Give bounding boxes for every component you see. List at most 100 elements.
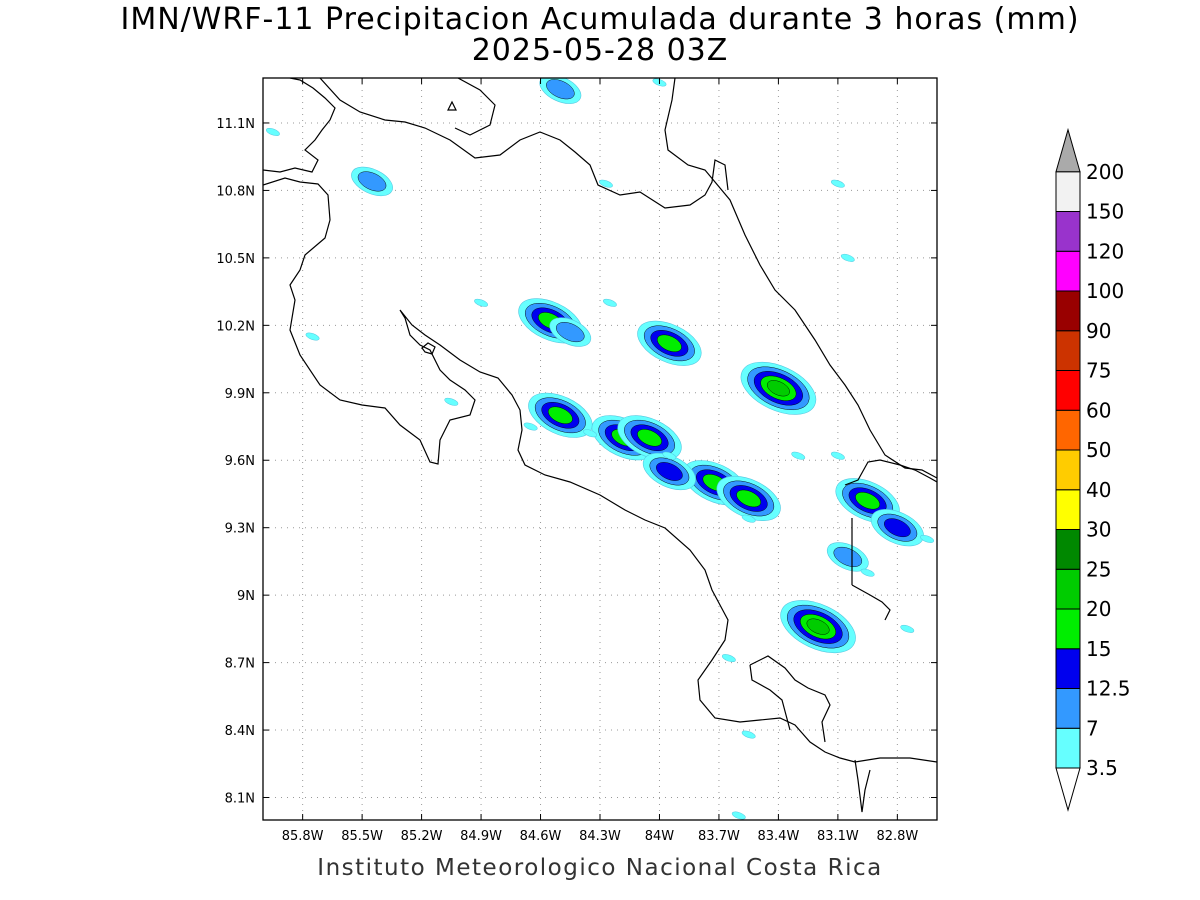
colorbar-box	[1055, 608, 1081, 650]
precip-contour	[736, 489, 762, 508]
lat-tick-label: 9N	[237, 589, 255, 604]
colorbar-label: 25	[1086, 557, 1111, 581]
precip-speck	[603, 298, 617, 307]
lat-tick-label: 8.7N	[225, 657, 255, 672]
precip-contour	[855, 492, 880, 510]
precip-speck	[900, 624, 915, 633]
precip-speck	[474, 298, 488, 307]
colorbar-label: 40	[1086, 478, 1111, 502]
map-title: IMN/WRF-11 Precipitacion Acumulada duran…	[120, 2, 1080, 37]
precip-cell	[351, 166, 393, 197]
lat-tick-label: 10.2N	[216, 319, 255, 334]
colorbar-box	[1055, 568, 1081, 610]
lat-tick-label: 9.9N	[225, 387, 255, 402]
precip-speck	[741, 514, 756, 523]
precip-speck	[860, 568, 875, 577]
precip-speck	[920, 534, 934, 543]
lon-tick-label: 84W	[645, 829, 675, 844]
colorbar-label: 100	[1086, 279, 1124, 303]
precip-contour	[884, 518, 911, 538]
golfo-dulce-coastline	[749, 655, 831, 743]
colorbar-label: 20	[1086, 597, 1111, 621]
osa-peninsula	[749, 664, 791, 731]
precip-cell	[637, 320, 702, 366]
precip-speck	[583, 429, 597, 438]
precip-speck	[305, 332, 320, 341]
precip-cell	[716, 475, 781, 521]
lon-tick-label: 84.6W	[520, 829, 562, 844]
precip-speck	[266, 128, 280, 136]
colorbar-box	[1055, 330, 1081, 371]
precip-speck	[731, 811, 746, 820]
precip-contour	[657, 334, 682, 353]
precip-contour	[556, 322, 585, 343]
lon-tick-label: 85.5W	[341, 829, 383, 844]
lat-tick-label: 9.3N	[225, 522, 255, 537]
precip-cell	[549, 317, 592, 347]
precip-cell	[617, 415, 682, 461]
lat-tick-label: 9.6N	[225, 454, 255, 469]
colorbar-box	[1055, 648, 1081, 689]
colorbar-bottom-cap	[1055, 767, 1081, 812]
precip-contour	[806, 618, 830, 635]
colorbar-top-cap	[1055, 127, 1081, 173]
precip-contour	[637, 429, 662, 447]
colorbar-label: 12.5	[1086, 677, 1131, 701]
precip-contour	[357, 171, 387, 192]
colorbar-label: 150	[1086, 200, 1124, 224]
colorbar-label: 30	[1086, 518, 1111, 542]
colorbar-label: 15	[1086, 637, 1111, 661]
lake-nicaragua-north	[454, 78, 496, 136]
precip-cell	[539, 78, 582, 104]
lon-tick-label: 85.2W	[401, 829, 443, 844]
colorbar-box	[1055, 171, 1081, 212]
precip-contour	[546, 79, 575, 100]
lon-tick-label: 82.8W	[876, 829, 918, 844]
colorbar-box	[1055, 727, 1081, 769]
caribbean-coastline	[664, 78, 937, 479]
precip-speck	[721, 654, 736, 663]
precip-speck	[662, 451, 677, 460]
island-ometepe	[447, 100, 457, 111]
lat-tick-label: 10.8N	[216, 184, 255, 199]
precip-cell	[826, 542, 869, 572]
precip-cell	[528, 392, 593, 438]
lon-tick-label: 85.8W	[282, 829, 324, 844]
island-chira	[421, 342, 436, 355]
precip-speck	[599, 179, 613, 188]
map-gridlines	[263, 78, 937, 820]
precip-speck	[830, 179, 845, 188]
precipitation-field	[266, 78, 934, 820]
precip-speck	[791, 451, 806, 460]
colorbar-box	[1055, 688, 1081, 729]
colorbar-label: 7	[1086, 716, 1099, 740]
colorbar-box	[1055, 449, 1081, 491]
colorbar-box	[1055, 489, 1081, 530]
pacific-coastline	[263, 78, 937, 763]
colorbar-box	[1055, 211, 1081, 252]
colorbar-label: 200	[1086, 160, 1124, 184]
coastlines	[263, 78, 937, 813]
precip-cell	[642, 452, 696, 491]
precip-contour	[833, 546, 863, 567]
colorbar-label: 50	[1086, 438, 1111, 462]
precip-cell	[870, 509, 924, 547]
colorbar-label: 120	[1086, 239, 1124, 263]
precip-cell	[740, 361, 817, 415]
lon-tick-label: 83.4W	[758, 829, 800, 844]
precip-speck	[741, 730, 756, 739]
lake-nicaragua-shore	[319, 78, 729, 209]
colorbar-box	[1055, 529, 1081, 570]
precip-contour	[656, 462, 683, 481]
lon-tick-label: 83.1W	[817, 829, 859, 844]
lon-tick-label: 84.9W	[460, 829, 502, 844]
lon-tick-label: 84.3W	[579, 829, 621, 844]
map-valid-time: 2025-05-28 03Z	[471, 33, 729, 68]
precip-speck	[523, 422, 538, 431]
precip-cell	[780, 600, 856, 654]
burica-coastline	[854, 759, 871, 813]
institution-footer: Instituto Meteorologico Nacional Costa R…	[317, 855, 883, 881]
precip-speck	[830, 451, 845, 460]
lat-tick-label: 8.4N	[225, 724, 255, 739]
